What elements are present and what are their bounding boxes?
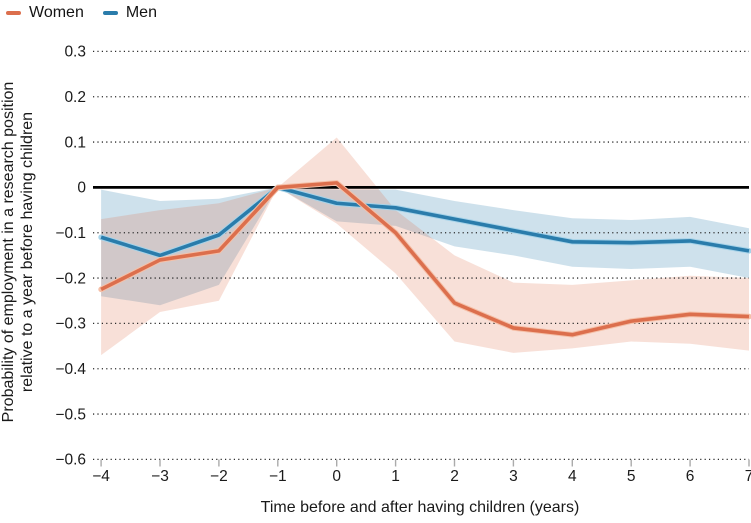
x-tick-label-1: 1 (391, 468, 400, 485)
women-confidence-band (101, 137, 750, 356)
y-axis-title-line1: Probability of employment in a research … (0, 82, 17, 423)
legend-item-men: Men (102, 4, 157, 22)
legend-label-women: Women (29, 4, 84, 21)
y-tick-label--0.5: −0.5 (55, 406, 86, 423)
y-tick-label-0.3: 0.3 (64, 44, 86, 61)
women-line (100, 181, 750, 337)
y-tick-label--0.2: −0.2 (55, 270, 86, 287)
men-line (100, 185, 750, 258)
plot-area: −4 −3 −2 −1 0 1 2 3 4 5 6 7 0.3 0.2 0.1 0 −0.1 −0.2 −0.3 −0… (55, 44, 751, 485)
y-tick-label--0.4: −0.4 (55, 361, 86, 378)
x-tick-label-2: 2 (450, 468, 459, 485)
x-tick-label-0: 0 (332, 468, 341, 485)
x-tick-label--3: −3 (151, 468, 169, 485)
x-tick-label-4: 4 (568, 468, 577, 485)
y-tick-label--0.1: −0.1 (55, 225, 86, 242)
y-tick-label--0.3: −0.3 (55, 316, 86, 333)
x-axis-title: Time before and after having children (y… (261, 499, 580, 516)
legend-item-women: Women (6, 4, 84, 22)
y-axis-title-line2: relative to a year before having childre… (19, 112, 36, 392)
y-tick-label--0.6: −0.6 (55, 452, 86, 469)
legend: Women Men (6, 4, 157, 22)
legend-label-men: Men (125, 4, 157, 21)
x-tick-label-5: 5 (627, 468, 636, 485)
x-tick-label-6: 6 (686, 468, 695, 485)
x-tick-label--1: −1 (269, 468, 287, 485)
x-tick-label--4: −4 (92, 468, 110, 485)
women-legend-swatch-icon (6, 10, 21, 16)
x-tick-label-7: 7 (745, 468, 751, 485)
x-tick-label--2: −2 (210, 468, 228, 485)
men-legend-swatch-icon (102, 10, 118, 16)
x-tick-label-3: 3 (509, 468, 518, 485)
y-tick-label-0.1: 0.1 (64, 134, 86, 151)
y-tick-label-0: 0 (77, 180, 86, 197)
y-tick-label-0.2: 0.2 (64, 89, 86, 106)
